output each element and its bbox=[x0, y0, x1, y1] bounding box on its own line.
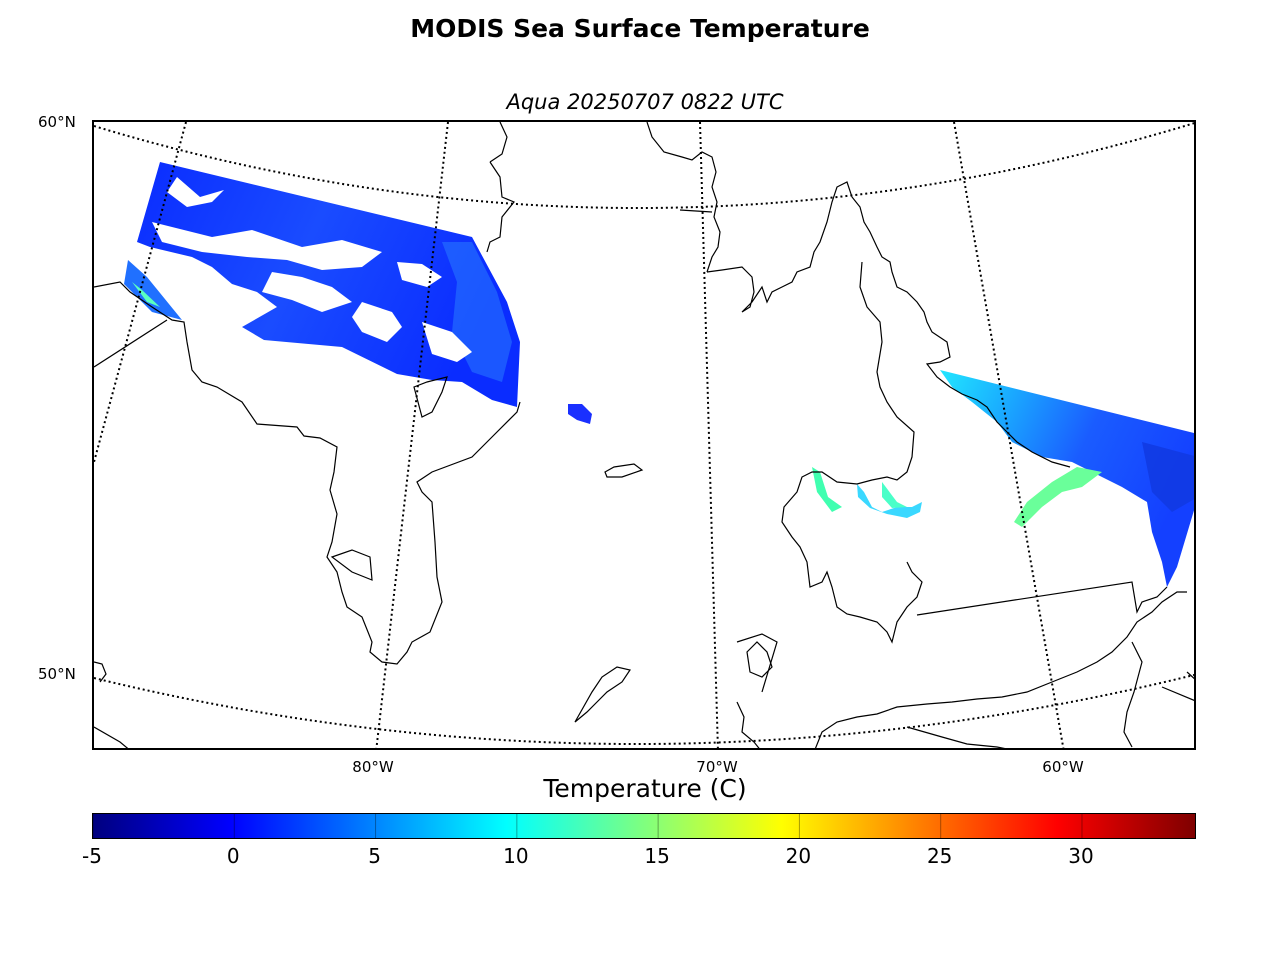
sst-patches-interior bbox=[812, 467, 922, 518]
graticule-60w bbox=[953, 122, 1065, 748]
sst-swath-labrador-sea bbox=[940, 370, 1194, 587]
lat-label-60n: 60°N bbox=[38, 113, 76, 131]
colorbar-tick-label: -5 bbox=[82, 844, 102, 868]
graticule-60n bbox=[94, 122, 1194, 209]
colorbar-label: Temperature (C) bbox=[543, 774, 747, 803]
colorbar-tick-label: 0 bbox=[226, 844, 240, 868]
graticule-70w bbox=[699, 122, 719, 748]
figure-subtitle: Aqua 20250707 0822 UTC bbox=[506, 90, 784, 114]
map-panel bbox=[92, 120, 1196, 750]
colorbar-tick-label: 10 bbox=[503, 844, 529, 868]
graticule-90w bbox=[94, 122, 187, 463]
lat-label-50n: 50°N bbox=[38, 665, 76, 683]
colorbar-tick-label: 30 bbox=[1068, 844, 1094, 868]
graticule-80w bbox=[375, 122, 449, 748]
lon-label-60w: 60°W bbox=[1042, 758, 1084, 776]
colorbar-tick-label: 5 bbox=[368, 844, 381, 868]
sst-patch-lake bbox=[568, 404, 592, 424]
colorbar-tick-label: 15 bbox=[644, 844, 670, 868]
lon-label-70w: 70°W bbox=[696, 758, 738, 776]
colorbar-gradient bbox=[93, 814, 1195, 838]
colorbar-fill bbox=[93, 814, 1195, 838]
map-canvas bbox=[94, 122, 1194, 748]
lon-label-80w: 80°W bbox=[352, 758, 394, 776]
colorbar bbox=[92, 813, 1196, 839]
colorbar-tick-label: 20 bbox=[785, 844, 812, 868]
coastlines bbox=[94, 122, 1194, 748]
colorbar-tick-label: 25 bbox=[926, 844, 953, 868]
sst-swath-hudson-bay bbox=[124, 162, 520, 407]
graticule-50n bbox=[94, 673, 1194, 745]
figure-title: MODIS Sea Surface Temperature bbox=[410, 14, 870, 43]
graticule bbox=[94, 122, 1194, 748]
